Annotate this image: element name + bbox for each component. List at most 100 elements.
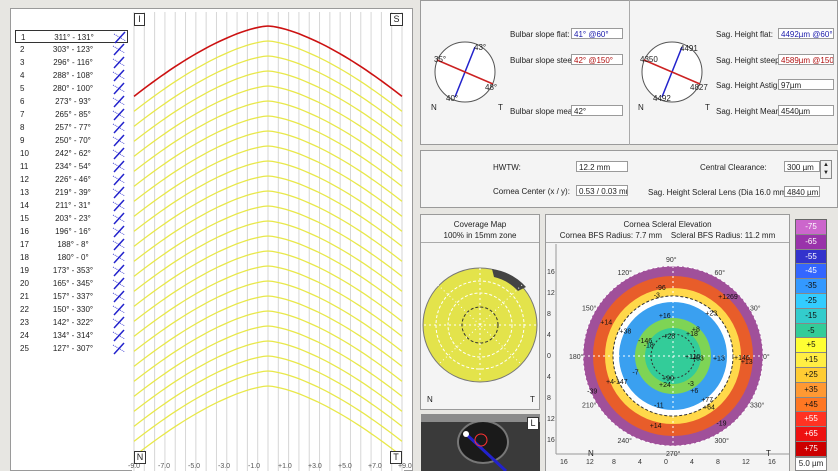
meridian-row[interactable]: 22 150° - 330° (15, 303, 128, 316)
meridian-row[interactable]: 11 234° - 54° (15, 160, 128, 173)
clearance-stepper[interactable]: ▲ ▼ (820, 160, 832, 179)
meridian-number: 14 (20, 201, 29, 210)
meridian-angle: 196° - 16° (55, 227, 91, 236)
meridian-number: 2 (20, 45, 25, 54)
meridian-angle: 173° - 353° (52, 266, 94, 275)
scale-step[interactable]: 5.0 µm (795, 457, 827, 471)
profile-x-tick: +3.0 (308, 463, 322, 470)
meridian-direction-icon (112, 147, 126, 160)
meridian-row[interactable]: 17 188° - 8° (15, 238, 128, 251)
cornea-center-field[interactable]: 0.53 / 0.03 mm (576, 185, 628, 196)
bulbar-steep-field[interactable]: 42° @150° (571, 54, 623, 65)
meridian-number: 22 (20, 305, 29, 314)
meridian-row[interactable]: 4 288° - 108° (15, 69, 128, 82)
meridian-profile-line[interactable] (133, 295, 403, 367)
elevation-value: +18 (686, 331, 698, 338)
meridian-profile-line[interactable] (133, 55, 403, 127)
elevation-value: +146 (734, 355, 750, 362)
elevation-n: N (588, 449, 594, 458)
profile-chart[interactable] (132, 12, 404, 471)
coverage-map[interactable] (422, 265, 538, 385)
elevation-value: +24 (659, 382, 671, 389)
meridian-profile-line[interactable] (133, 235, 403, 307)
meridian-row[interactable]: 18 180° - 0° (15, 251, 128, 264)
meridian-profile-line[interactable] (133, 70, 403, 142)
meridian-row[interactable]: 15 203° - 23° (15, 212, 128, 225)
meridian-row[interactable]: 19 173° - 353° (15, 264, 128, 277)
sag-mean-field[interactable]: 4540µm (778, 105, 834, 116)
meridian-profile-line[interactable] (133, 250, 403, 322)
divider (421, 242, 539, 243)
bulbar-mean-field[interactable]: 42° (571, 105, 623, 116)
meridian-row[interactable]: 6 273° - 93° (15, 95, 128, 108)
meridian-row[interactable]: 1 311° - 131° (15, 30, 128, 44)
meridian-direction-icon (112, 134, 126, 147)
elevation-value: -147 (614, 379, 628, 386)
meridian-row[interactable]: 2 303° - 123° (15, 43, 128, 56)
meridian-profile-line[interactable] (133, 205, 403, 277)
elevation-y-tick: 12 (547, 416, 555, 423)
meridian-profile-line[interactable] (133, 340, 403, 412)
hwtw-field[interactable]: 12.2 mm (576, 161, 628, 172)
scale-cell: -35 (796, 279, 826, 294)
meridian-row[interactable]: 14 211° - 31° (15, 199, 128, 212)
meridian-profile-line[interactable] (133, 370, 403, 442)
meridian-profile-line[interactable] (133, 100, 403, 172)
elevation-value: +28 (663, 333, 675, 340)
meridian-profile-line[interactable] (133, 220, 403, 292)
meridian-number: 6 (20, 97, 25, 106)
meridian-profile-line[interactable] (133, 385, 403, 457)
meridian-row[interactable]: 9 250° - 70° (15, 134, 128, 147)
sag-steep-field[interactable]: 4589µm @150° (778, 54, 834, 65)
elevation-angle-label: 330° (750, 402, 765, 410)
meridian-row[interactable]: 5 280° - 100° (15, 82, 128, 95)
meridian-row[interactable]: 10 242° - 62° (15, 147, 128, 160)
bulbar-dial-left: 35° (434, 55, 447, 64)
meridian-profile-line[interactable] (133, 40, 403, 112)
central-clearance-field[interactable]: 300 µm (784, 161, 820, 172)
meridian-direction-icon (112, 173, 126, 186)
sag-astig-field[interactable]: 97µm (778, 79, 834, 90)
meridian-angle: 288° - 108° (52, 71, 94, 80)
elevation-value: -3 (654, 292, 660, 299)
meridian-angle: 127° - 307° (52, 344, 94, 353)
meridian-row[interactable]: 24 134° - 314° (15, 329, 128, 342)
meridian-row[interactable]: 25 127° - 307° (15, 342, 128, 355)
elevation-value: +14 (650, 423, 662, 430)
eye-camera-image[interactable] (421, 414, 540, 471)
sag-dial-n: N (638, 103, 644, 112)
meridian-profile-line[interactable] (133, 160, 403, 232)
meridian-profile-line[interactable] (133, 145, 403, 217)
meridian-row[interactable]: 8 257° - 77° (15, 121, 128, 134)
elevation-map[interactable]: 16 12 8 4 0 4 8 12 16 16 12 8 4 0 4 8 12 16 90° 60° 30° 0° 330… (546, 244, 789, 471)
meridian-row[interactable]: 13 219° - 39° (15, 186, 128, 199)
elevation-y-tick: 12 (547, 290, 555, 297)
meridian-profile-line[interactable] (133, 25, 403, 98)
elevation-y-tick: 4 (547, 374, 551, 381)
meridian-profile-line[interactable] (133, 310, 403, 382)
meridian-row[interactable]: 23 142° - 322° (15, 316, 128, 329)
meridian-row[interactable]: 20 165° - 345° (15, 277, 128, 290)
meridian-profile-line[interactable] (133, 325, 403, 397)
meridian-row[interactable]: 7 265° - 85° (15, 108, 128, 121)
meridian-profile-line[interactable] (133, 115, 403, 187)
meridian-row[interactable]: 16 196° - 16° (15, 225, 128, 238)
meridian-profile-line[interactable] (133, 355, 403, 427)
meridian-profile-line[interactable] (133, 265, 403, 337)
meridian-profile-line[interactable] (133, 175, 403, 247)
coverage-subtitle: 100% in 15mm zone (443, 231, 517, 240)
meridian-row[interactable]: 21 157° - 337° (15, 290, 128, 303)
sag-lens-field[interactable]: 4840 µm (784, 186, 820, 197)
sag-flat-field[interactable]: 4492µm @60° (778, 28, 834, 39)
meridian-profile-line[interactable] (133, 280, 403, 352)
scale-cell: -5 (796, 323, 826, 339)
meridian-profile-line[interactable] (133, 190, 403, 262)
meridian-row[interactable]: 12 226° - 46° (15, 173, 128, 186)
profile-x-tick: +7.0 (368, 463, 382, 470)
bulbar-flat-field[interactable]: 41° @60° (571, 28, 623, 39)
meridian-profile-line[interactable] (133, 85, 403, 157)
elevation-value: -39 (587, 389, 597, 396)
meridian-direction-icon (112, 212, 126, 225)
meridian-profile-line[interactable] (133, 130, 403, 202)
meridian-row[interactable]: 3 296° - 116° (15, 56, 128, 69)
